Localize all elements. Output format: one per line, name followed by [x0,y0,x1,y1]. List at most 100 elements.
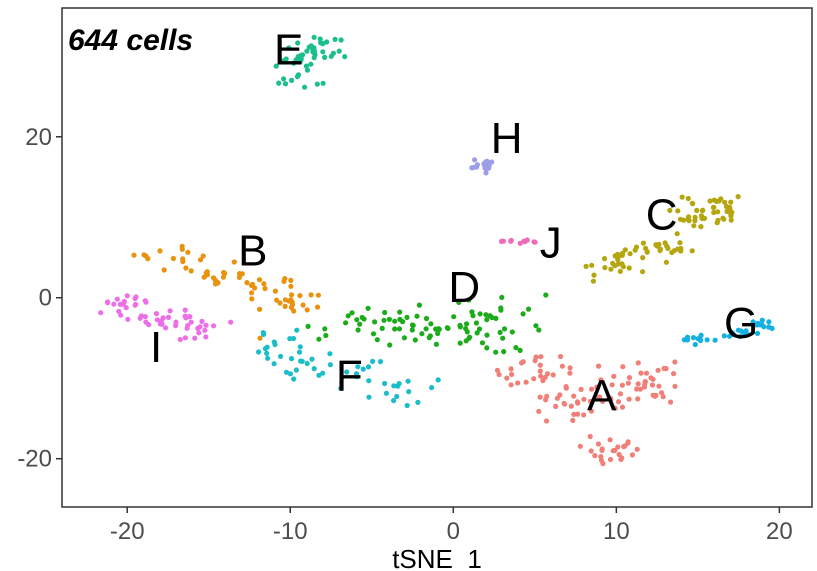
point [501,326,508,332]
x-tick-label: -10 [273,518,308,545]
point [394,393,400,400]
point [330,50,336,56]
point [561,400,567,406]
point [728,199,734,205]
point [718,196,724,202]
point [588,448,594,454]
point [640,269,646,275]
point [158,318,164,324]
point [477,311,483,317]
point [540,378,546,384]
point [183,265,189,271]
point [339,374,345,380]
point [336,48,342,54]
point [296,349,303,355]
point [297,344,303,350]
point [188,319,194,325]
point [365,364,372,370]
point [707,198,713,204]
point [304,48,310,54]
point [531,239,537,245]
point [712,337,718,343]
cluster-label-J: J [540,219,562,268]
point [157,248,163,254]
point [557,392,563,398]
point [640,240,647,246]
point [472,157,478,163]
point [660,394,666,400]
point [483,170,489,176]
point [404,314,410,320]
point [608,395,614,402]
point [508,366,514,372]
point [484,332,490,338]
point [710,204,717,211]
point [626,396,632,402]
point [180,259,186,265]
point [185,249,191,255]
point [377,359,384,365]
point [154,317,160,323]
point [501,349,507,355]
point [608,266,614,272]
point [500,238,506,244]
point [315,292,321,298]
point [473,320,479,326]
point [720,215,726,221]
point [281,76,287,82]
point [679,194,685,200]
point [615,399,622,405]
point [282,81,289,87]
point [634,446,640,452]
point [355,364,361,370]
point [715,217,721,223]
point [769,325,775,331]
point [183,315,189,321]
point [396,381,402,387]
point [581,396,587,402]
point [365,305,371,311]
point [617,268,623,274]
point [288,292,295,298]
point [698,213,705,219]
point [287,336,293,342]
point [674,231,680,237]
point [387,342,393,348]
point [357,321,363,327]
point [635,360,641,366]
point [414,313,420,319]
point [663,259,670,265]
point [610,448,616,454]
point [519,360,525,366]
point [123,305,129,311]
point [493,349,499,355]
point [686,214,692,220]
point [345,313,351,319]
point [694,207,700,213]
point [744,331,750,337]
point [615,444,621,450]
point [538,354,544,360]
point [327,351,333,357]
point [338,37,344,43]
point [288,283,294,289]
point [563,384,569,390]
cluster-C-points [583,194,741,284]
point [589,262,595,268]
point [283,369,290,375]
point [316,336,322,342]
point [697,337,704,344]
point [239,271,245,277]
point [304,67,311,73]
cluster-label-E: E [274,25,303,74]
point [177,336,183,343]
point [484,345,490,351]
point [463,326,469,332]
point [231,259,237,265]
point [594,384,600,390]
point [723,203,730,210]
point [291,308,297,314]
point [649,382,656,388]
point [484,317,490,323]
point [137,315,143,321]
